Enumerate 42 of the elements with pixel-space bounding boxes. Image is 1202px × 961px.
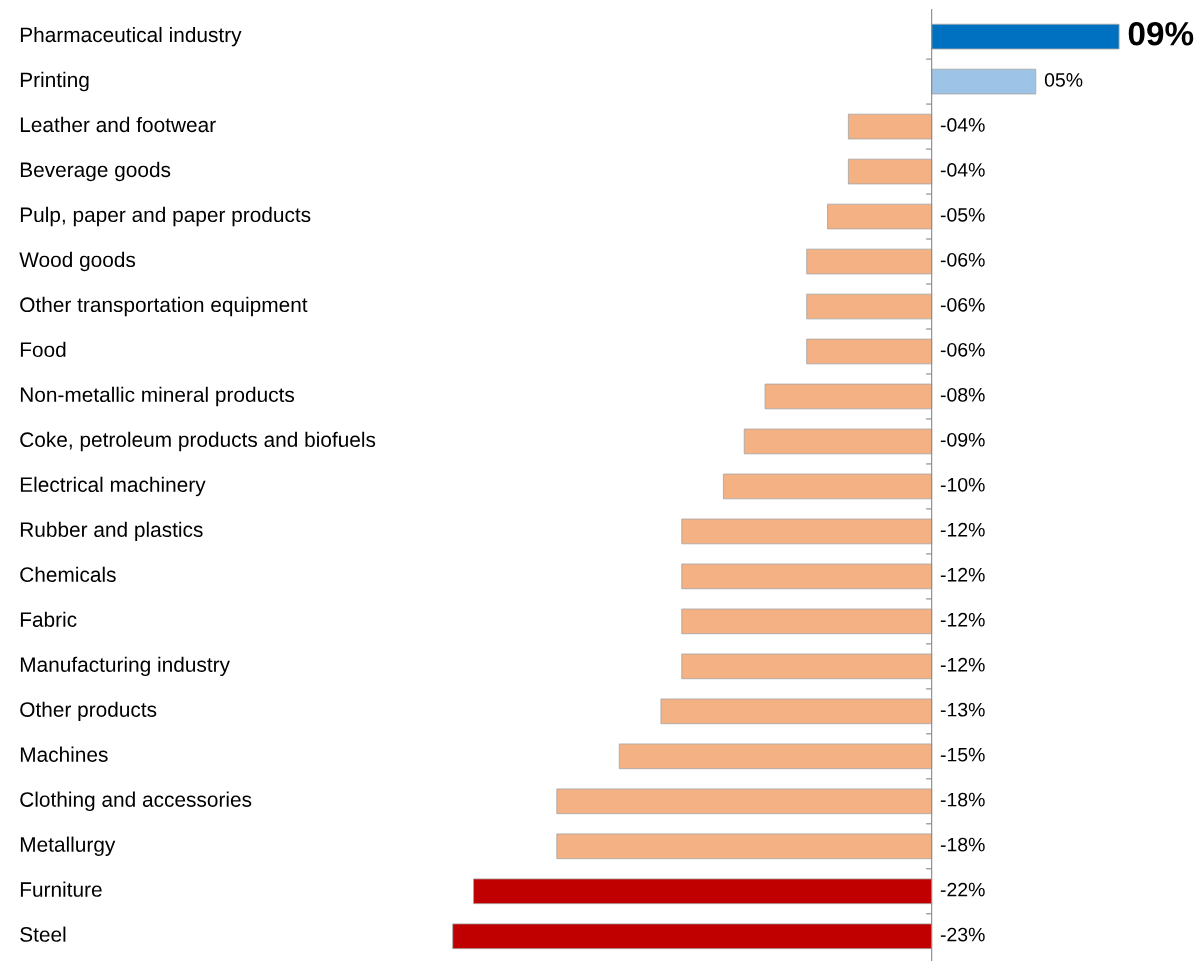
y-tick-label: Machines [20,746,108,762]
data-label: -13% [940,702,985,717]
data-label: -12% [940,522,985,537]
data-label: -18% [940,837,985,852]
y-tick-label: Other products [20,701,157,722]
y-tick-label: Beverage goods [20,161,171,182]
y-tick-label: Printing [20,71,89,92]
data-label: -06% [940,342,985,357]
data-label: -10% [940,477,985,492]
y-tick-label: Metallurgy [20,836,116,856]
y-tick-label: Non-metallic mineral products [20,386,295,407]
y-tick-label: Fabric [20,611,77,627]
y-tick-label: Clothing and accessories [20,791,252,812]
y-tick-label: Leather and footwear [20,116,216,133]
y-tick-label: Coke, petroleum products and biofuels [20,431,376,452]
y-tick-label: Food [20,341,66,358]
y-tick-label: Wood goods [19,251,136,272]
y-tick-label: Pulp, paper and paper products [20,206,311,227]
data-label: -08% [940,387,985,402]
data-label: -18% [940,792,985,807]
y-tick-label: Furniture [20,881,102,897]
data-label: -06% [940,252,985,267]
data-label: -12% [940,567,985,582]
y-tick-label: Chemicals [20,566,116,582]
data-label: -12% [940,657,985,672]
data-label: -05% [940,207,985,222]
data-label: -15% [940,747,985,762]
y-tick-label: Manufacturing industry [20,656,230,677]
y-tick-label: Electrical machinery [20,476,206,497]
y-tick-label: Other transportation equipment [20,296,308,317]
y-tick-label: Pharmaceutical industry [20,26,242,47]
data-label: -23% [940,927,985,942]
y-tick-label: Steel [20,926,66,942]
data-label: -06% [940,297,985,312]
data-label: -09% [940,432,985,447]
data-label: -22% [940,882,985,897]
data-label: 05% [1044,73,1083,87]
y-tick-label: Rubber and plastics [20,521,203,542]
data-label: -12% [940,612,985,627]
data-label: -04% [940,163,985,177]
data-label: 09% [1128,21,1194,46]
data-label: -04% [940,118,985,132]
